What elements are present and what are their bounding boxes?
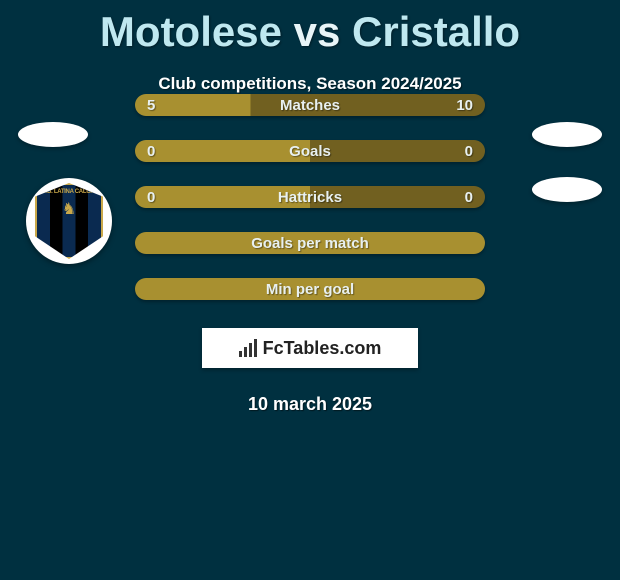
player1-name: Motolese [100,8,282,55]
stat-label: Min per goal [266,281,354,298]
stat-bar: 0 Hattricks 0 [135,186,485,208]
left-badges-col [18,122,88,147]
vs-text: vs [294,8,341,55]
player2-badge-placeholder-1 [532,122,602,147]
stat-right-value: 0 [465,189,473,206]
subtitle: Club competitions, Season 2024/2025 [0,74,620,94]
stat-left-value: 0 [147,143,155,160]
player2-name: Cristallo [352,8,520,55]
stat-right-value: 10 [456,97,473,114]
page-title: Motolese vs Cristallo [0,0,620,56]
stat-left-value: 5 [147,97,155,114]
stat-label: Goals [289,143,331,160]
player2-badge-placeholder-2 [532,177,602,202]
stat-right-value: 0 [465,143,473,160]
chart-icon [239,339,257,357]
branding-box: FcTables.com [202,328,418,368]
branding-text: FcTables.com [263,338,382,359]
crest-shield: U.S. LATINA CALCIO ♞ [35,183,103,259]
player1-badge-placeholder [18,122,88,147]
stat-left-value: 0 [147,189,155,206]
club-crest: U.S. LATINA CALCIO ♞ [26,178,112,264]
stat-label: Hattricks [278,189,342,206]
stat-bar: Goals per match [135,232,485,254]
stat-label: Goals per match [251,235,369,252]
crest-text: U.S. LATINA CALCIO [42,189,96,195]
right-badges-col [532,122,602,202]
stat-bar: 0 Goals 0 [135,140,485,162]
stats-bars: 5 Matches 10 0 Goals 0 0 Hattricks 0 Goals per ma… [135,94,485,300]
stat-bar: 5 Matches 10 [135,94,485,116]
date-text: 10 march 2025 [0,394,620,415]
stat-bar: Min per goal [135,278,485,300]
crest-lion-icon: ♞ [62,199,76,219]
stat-label: Matches [280,97,340,114]
